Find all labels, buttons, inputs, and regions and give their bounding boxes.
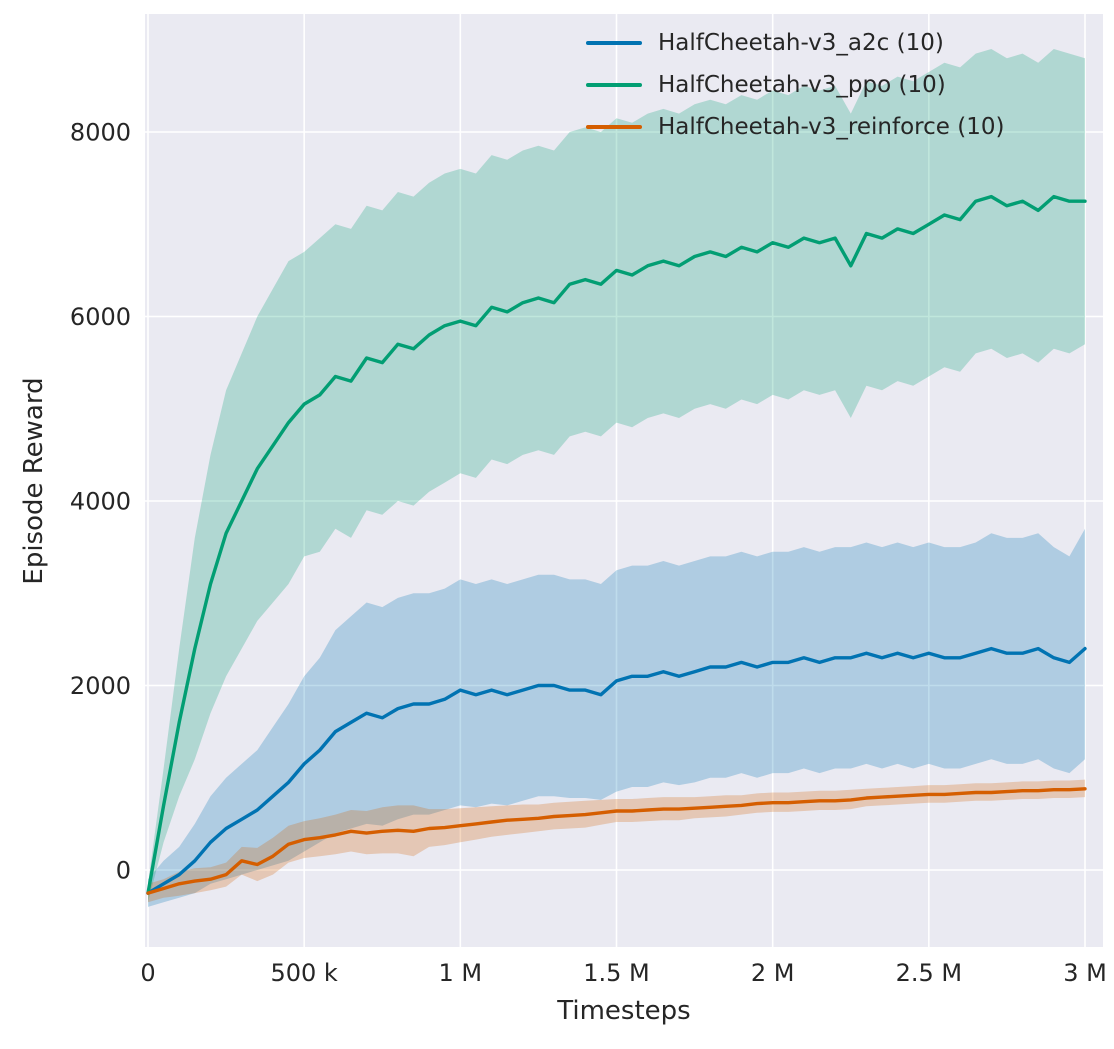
legend-item-ppo: HalfCheetah-v3_ppo (10)	[586, 72, 1004, 98]
confidence-band	[148, 779, 1085, 903]
legend-item-a2c: HalfCheetah-v3_a2c (10)	[586, 30, 1004, 56]
y-tick-label: 0	[116, 856, 131, 884]
y-tick-label: 4000	[70, 487, 131, 515]
y-tick-label: 2000	[70, 672, 131, 700]
ppo-line-swatch	[586, 83, 642, 87]
mean-line	[146, 194, 1087, 895]
legend: HalfCheetah-v3_a2c (10) HalfCheetah-v3_p…	[586, 30, 1004, 140]
x-tick-label: 0	[140, 959, 155, 987]
x-tick-label: 1 M	[439, 959, 483, 987]
mean-line	[146, 646, 1087, 895]
x-tick-label: 2.5 M	[896, 959, 963, 987]
y-tick-label: 8000	[70, 118, 131, 146]
confidence-band	[148, 528, 1085, 907]
x-tick-label: 2 M	[751, 959, 795, 987]
legend-label-ppo: HalfCheetah-v3_ppo (10)	[658, 72, 946, 98]
x-tick-label: 3 M	[1063, 959, 1107, 987]
x-tick-label: 500 k	[270, 959, 337, 987]
mean-line	[146, 787, 1087, 895]
x-tick-label: 1.5 M	[583, 959, 650, 987]
legend-label-a2c: HalfCheetah-v3_a2c (10)	[658, 30, 944, 56]
y-axis-label: Episode Reward	[19, 377, 49, 585]
x-axis-label: Timesteps	[557, 996, 691, 1026]
reinforce-line-swatch	[586, 125, 642, 129]
y-tick-label: 6000	[70, 303, 131, 331]
legend-item-reinforce: HalfCheetah-v3_reinforce (10)	[586, 114, 1004, 140]
a2c-line-swatch	[586, 41, 642, 45]
legend-label-reinforce: HalfCheetah-v3_reinforce (10)	[658, 114, 1005, 140]
